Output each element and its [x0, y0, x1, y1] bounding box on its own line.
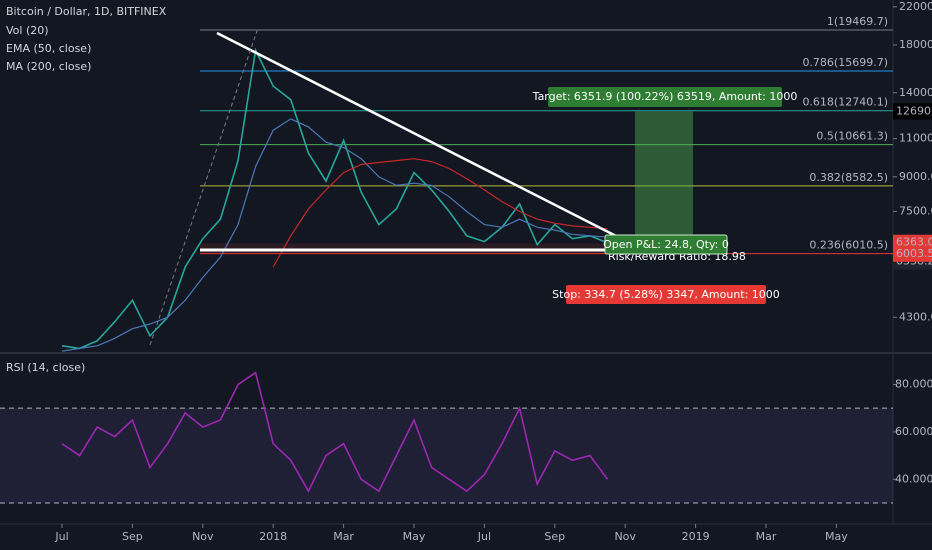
target-zone	[635, 111, 693, 244]
indicator-label: EMA (50, close)	[6, 42, 91, 55]
target-text: Target: 6351.9 (100.22%) 63519, Amount: …	[532, 90, 798, 103]
series-line	[61, 47, 608, 350]
fib-label: 0.618(12740.1)	[802, 96, 888, 109]
symbol-title: Bitcoin / Dollar, 1D, BITFINEX	[6, 5, 167, 18]
x-tick-label: Nov	[614, 530, 636, 543]
x-tick-label: Mar	[756, 530, 777, 543]
y-tick-label: 22000.0	[899, 0, 932, 13]
x-tick-label: May	[825, 530, 848, 543]
y-tick-label: 40.0000	[895, 472, 932, 485]
x-tick-label: 2019	[682, 530, 710, 543]
price-tag-label: 6363.0	[896, 236, 932, 249]
x-tick-label: Sep	[544, 530, 565, 543]
y-tick-label: 9000.0	[899, 170, 932, 183]
target-box	[548, 87, 782, 107]
x-tick-label: May	[403, 530, 426, 543]
trendline	[216, 31, 621, 240]
fib-label: 0.382(8582.5)	[809, 171, 888, 184]
stop-box	[566, 285, 766, 304]
x-tick-label: 2018	[259, 530, 287, 543]
y-tick-label: 14000.0	[899, 86, 932, 99]
pnl-box	[604, 234, 728, 255]
x-tick-label: Jul	[54, 530, 68, 543]
fib-label: 0.786(15699.7)	[802, 56, 888, 69]
fib-label: 0.5(10661.3)	[816, 130, 888, 143]
price-tag	[893, 103, 932, 120]
fib-label: 1(19469.7)	[827, 15, 888, 28]
x-tick-label: Nov	[192, 530, 214, 543]
x-tick-label: Mar	[333, 530, 354, 543]
y-tick-label: 80.0000	[895, 377, 932, 390]
price-tag-label: 12690.1	[896, 104, 932, 117]
x-tick-label: Jul	[477, 530, 491, 543]
indicator-label: Vol (20)	[6, 24, 49, 37]
x-tick-label: Sep	[122, 530, 143, 543]
price-tag-label: 6003.5	[896, 247, 932, 260]
indicator-label: MA (200, close)	[6, 60, 91, 73]
y-tick-label: 18000.0	[899, 38, 932, 51]
price-tag	[893, 245, 932, 262]
rsi-band	[0, 408, 893, 504]
rsi-title: RSI (14, close)	[6, 361, 85, 374]
pnl-text: Open P&L: 24.8, Qty: 0	[603, 238, 729, 251]
y-tick-label: 4300.0	[899, 310, 932, 323]
series-line	[61, 371, 609, 493]
y-tick-label: 11000.0	[899, 132, 932, 145]
fib-label: 0.236(6010.5)	[809, 239, 888, 252]
y-tick-label: 7500.0	[899, 204, 932, 217]
stop-text: Stop: 334.7 (5.28%) 3347, Amount: 1000	[552, 288, 780, 301]
plot-layer	[0, 29, 893, 504]
series-line	[272, 158, 608, 268]
series-line	[61, 118, 608, 352]
y-tick-label: 60.0000	[895, 425, 932, 438]
